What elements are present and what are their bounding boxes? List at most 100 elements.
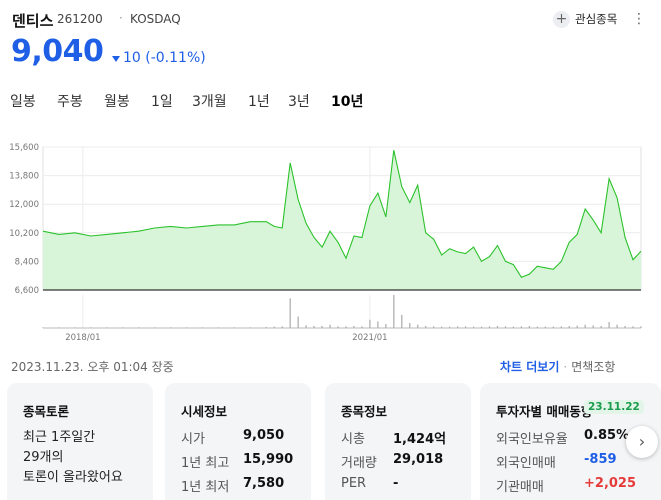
kv-value: -859	[584, 452, 617, 467]
price-chart[interactable]: 15,600 13,800 12,000 10,200 8,400 6,600 2018/0…	[0, 130, 661, 345]
card-title: 시세정보	[181, 404, 228, 419]
volume-bar	[528, 326, 530, 328]
volume-bar	[417, 324, 419, 328]
price-line	[42, 150, 642, 278]
volume-bar	[122, 327, 124, 328]
volume-bar	[249, 327, 251, 328]
kv-value: 15,990	[243, 452, 294, 467]
volume-bar	[568, 326, 570, 328]
discussion-card[interactable]: 종목토론 최근 1주일간 29개의 토론이 올라왔어요	[7, 383, 153, 500]
card-title: 투자자별 매매동향	[496, 404, 593, 419]
volume-bar	[616, 324, 618, 328]
volume-bar	[353, 326, 355, 328]
kv-key: 외국인보유율	[496, 432, 568, 447]
market-info-card[interactable]: 시세정보 시가 9,050 1년 최고 15,990 1년 최저 7,580	[165, 383, 311, 500]
volume-bar	[393, 295, 395, 328]
chevron-right-icon[interactable]: ›	[626, 426, 658, 458]
tab-1day[interactable]: 1일	[151, 94, 173, 110]
tab-weekly[interactable]: 주봉	[57, 94, 83, 110]
volume-bar	[265, 327, 267, 328]
kv-value: +2,025	[584, 476, 637, 491]
kv-key: 거래량	[341, 456, 377, 471]
volume-bar	[520, 326, 522, 328]
kv-value: -	[393, 476, 399, 491]
volume-bar	[504, 326, 507, 328]
volume-bar	[369, 319, 371, 328]
kv-value: 7,580	[243, 476, 285, 491]
x-tick-label: 2021/01	[352, 333, 387, 343]
tab-daily[interactable]: 일봉	[10, 94, 36, 110]
volume-bar	[409, 323, 411, 328]
y-tick-label: 12,000	[9, 200, 39, 210]
volume-bar	[345, 326, 347, 328]
volume-bar	[449, 326, 451, 328]
volume-bar	[385, 324, 387, 328]
y-tick-label: 13,800	[9, 172, 39, 182]
card-title: 종목토론	[23, 404, 70, 419]
volume-bar	[560, 326, 562, 328]
volume-bar	[464, 326, 467, 328]
y-tick-label: 6,600	[15, 286, 39, 296]
kv-value: 9,050	[243, 428, 285, 443]
disclaimer-link[interactable]: 면책조항	[571, 360, 616, 374]
current-price: 9,040	[11, 34, 104, 69]
volume-bar	[233, 327, 235, 328]
tab-10years[interactable]: 10년	[331, 94, 364, 110]
volume-bar	[552, 326, 554, 328]
chart-more-link[interactable]: 차트 더보기	[500, 360, 560, 374]
stock-info-card[interactable]: 종목정보 시총 1,424억 거래량 29,018 PER -	[325, 383, 471, 500]
volume-bar	[273, 326, 275, 328]
kv-key: 시총	[341, 432, 365, 447]
add-watchlist-button[interactable]: + 관심종목	[553, 8, 617, 30]
price-change-value: 10 (-0.11%)	[123, 50, 206, 66]
tab-monthly[interactable]: 월봉	[104, 94, 130, 110]
stock-header: 덴티스 261200 · KOSDAQ + 관심종목 ⋮	[12, 8, 652, 30]
price-chart-svg: 15,600 13,800 12,000 10,200 8,400 6,600 2018/0…	[9, 143, 642, 343]
down-triangle-icon	[112, 55, 120, 62]
volume-bar	[512, 326, 515, 328]
volume-bar	[592, 325, 594, 328]
discussion-count: 29개의	[23, 450, 64, 465]
volume-bar	[624, 326, 626, 328]
volume-bar	[600, 326, 602, 328]
price-change: 10 (-0.11%)	[112, 50, 206, 66]
volume-bar	[425, 326, 427, 328]
volume-bar	[329, 324, 331, 328]
volume-bar	[433, 326, 435, 328]
volume-bar	[488, 326, 491, 328]
volume-bar	[640, 326, 642, 328]
y-tick-label: 15,600	[9, 143, 39, 153]
volume-bar	[74, 327, 76, 328]
volume-bar	[281, 326, 283, 328]
kv-key: PER	[341, 476, 367, 491]
separator-dot: ·	[119, 11, 123, 25]
tab-3years[interactable]: 3년	[288, 94, 310, 110]
volume-bar	[42, 327, 44, 328]
volume-bar	[441, 326, 443, 328]
tab-1year[interactable]: 1년	[248, 94, 270, 110]
vertical-dots-icon[interactable]: ⋮	[632, 11, 646, 27]
y-tick-label: 8,400	[15, 257, 39, 267]
volume-bar	[154, 327, 156, 328]
volume-bar	[608, 322, 610, 328]
date-badge: 23.11.22	[584, 400, 644, 414]
volume-bar	[201, 327, 204, 328]
discussion-summary: 최근 1주일간 29개의 토론이 올라왔어요	[23, 428, 123, 488]
x-tick-label: 2018/01	[65, 333, 100, 343]
kv-value: 0.85%	[584, 428, 630, 443]
volume-bar	[106, 327, 108, 328]
volume-bar	[544, 326, 546, 328]
discussion-line: 최근 1주일간	[23, 430, 96, 445]
separator-dot: ·	[563, 359, 568, 374]
timestamp: 2023.11.23. 오후 01:04 장중	[11, 360, 174, 374]
tab-3months[interactable]: 3개월	[192, 94, 227, 110]
volume-bar	[90, 327, 92, 328]
stock-code: 261200	[57, 12, 103, 26]
price-area	[43, 150, 641, 290]
volume-bar	[337, 326, 339, 328]
volume-bar	[401, 314, 403, 328]
volume-bar	[289, 298, 291, 328]
volume-bar	[58, 327, 60, 328]
volume-bar	[138, 327, 140, 328]
volume-bar	[480, 326, 483, 328]
